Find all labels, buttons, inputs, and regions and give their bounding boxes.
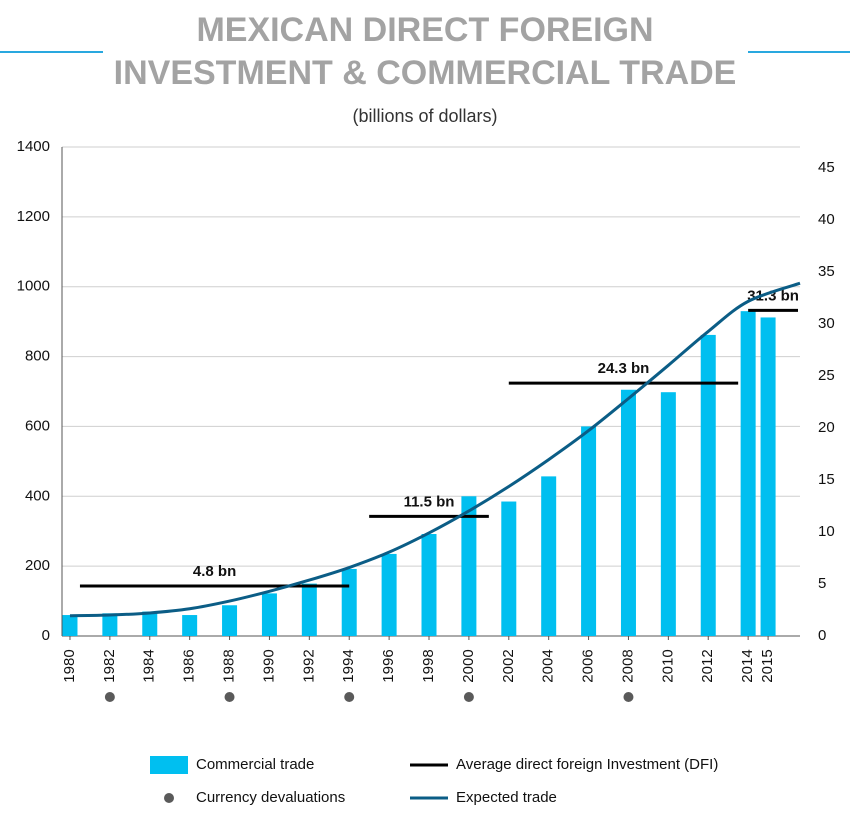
y-tick-label: 200 [25,557,50,574]
y2-tick-label: 10 [818,523,835,540]
x-tick-label: 2012 [699,649,716,682]
y-tick-label: 800 [25,348,50,365]
bar [541,476,557,636]
bar [301,583,317,636]
dfi-label: 11.5 bn [404,493,455,510]
y2-tick-label: 15 [818,471,835,488]
expected-trade-line [69,281,801,618]
bar [620,389,636,636]
bar [740,311,756,636]
dfi-label: 4.8 bn [193,563,236,580]
bar [760,317,776,636]
x-tick-label: 1984 [141,649,158,682]
bar [182,615,198,636]
x-tick-label: 2014 [739,649,756,682]
legend-swatch [164,793,174,803]
x-tick-label: 1998 [420,649,437,682]
y2-tick-label: 35 [818,263,835,280]
bar [62,615,78,636]
bar [501,501,517,636]
legend-label: Average direct foreign Investment (DFI) [456,756,718,773]
bar [461,496,477,636]
bar [222,605,238,636]
x-tick-label: 1996 [380,649,397,682]
x-tick-label: 1994 [340,649,357,682]
dfi-label: 31.3 bn [747,287,799,304]
legend-swatch [150,756,188,774]
x-tick-label: 2002 [500,649,517,682]
bar [142,611,158,636]
y2-tick-label: 25 [818,367,835,384]
y2-tick-label: 0 [818,627,826,644]
devaluation-dot [224,692,235,702]
y-tick-label: 0 [42,627,50,644]
bar [341,568,357,636]
bar [421,534,437,636]
x-tick-label: 1990 [260,649,277,682]
x-tick-label: 2015 [759,649,776,682]
chart-title: INVESTMENT & COMMERCIAL TRADE [114,54,737,92]
y2-tick-label: 45 [818,159,835,176]
x-tick-label: 1988 [221,649,238,682]
x-tick-label: 2004 [540,649,557,682]
devaluation-dot [463,692,474,702]
x-tick-label: 2006 [580,649,597,682]
x-tick-label: 1992 [300,649,317,682]
x-tick-label: 2000 [460,649,477,682]
bar [581,426,597,636]
bar [700,334,716,636]
y2-tick-label: 30 [818,315,835,332]
y2-tick-label: 5 [818,575,826,592]
y-tick-label: 400 [25,487,50,504]
legend-label: Currency devaluations [196,789,345,806]
devaluation-dot [344,692,355,702]
bar [102,613,118,636]
legend-label: Commercial trade [196,756,314,773]
bar [381,553,397,636]
y-tick-label: 1400 [17,138,50,155]
legend-label: Expected trade [456,789,557,806]
x-tick-label: 1982 [101,649,118,682]
x-tick-label: 1980 [61,649,78,682]
y2-tick-label: 20 [818,419,835,436]
dfi-label: 24.3 bn [598,360,650,377]
chart-title: MEXICAN DIRECT FOREIGN [196,11,653,49]
devaluation-dot [623,692,634,702]
y-tick-label: 1000 [17,278,50,295]
bar [261,593,277,636]
x-tick-label: 1986 [181,649,198,682]
x-tick-label: 2010 [659,649,676,682]
chart-subtitle: (billions of dollars) [352,106,497,126]
bar [660,392,676,636]
y-tick-label: 1200 [17,208,50,225]
x-tick-label: 2008 [619,649,636,682]
devaluation-dot [104,692,115,702]
y2-tick-label: 40 [818,211,835,228]
y-tick-label: 600 [25,417,50,434]
